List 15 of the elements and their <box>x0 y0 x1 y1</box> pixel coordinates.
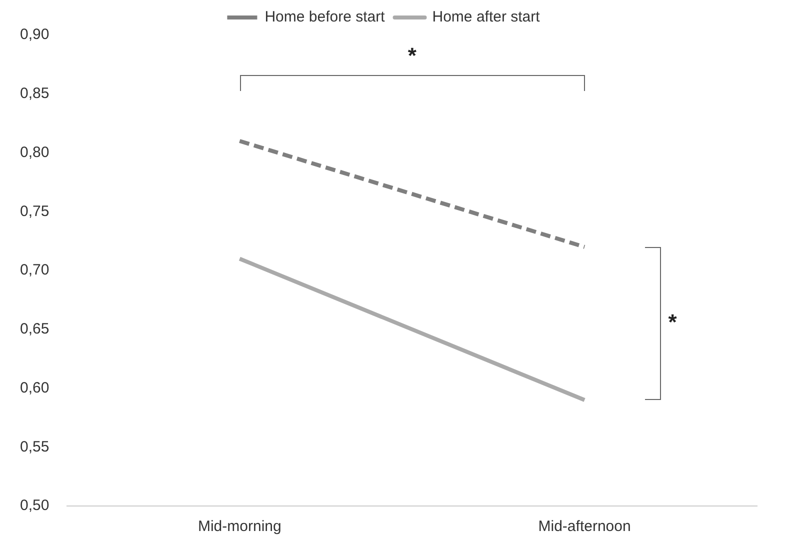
y-tick-label: 0,55 <box>20 438 50 456</box>
y-tick-label: 0,90 <box>20 26 50 44</box>
x-tick-label: Mid-afternoon <box>538 518 631 536</box>
y-tick-label: 0,85 <box>20 85 50 102</box>
legend-label: Home after start <box>432 8 541 26</box>
y-tick-label: 0,60 <box>20 379 50 396</box>
y-tick-label: 0,75 <box>20 202 50 220</box>
y-tick-label: 0,65 <box>20 320 50 338</box>
annotation: * <box>668 310 678 335</box>
y-tick-label: 0,80 <box>20 144 50 161</box>
annotation: * <box>408 43 417 68</box>
y-tick-label: 0,50 <box>20 497 50 514</box>
legend-label: Home before start <box>264 8 386 26</box>
y-tick-label: 0,70 <box>20 262 50 279</box>
x-tick-label: Mid-morning <box>198 518 282 536</box>
